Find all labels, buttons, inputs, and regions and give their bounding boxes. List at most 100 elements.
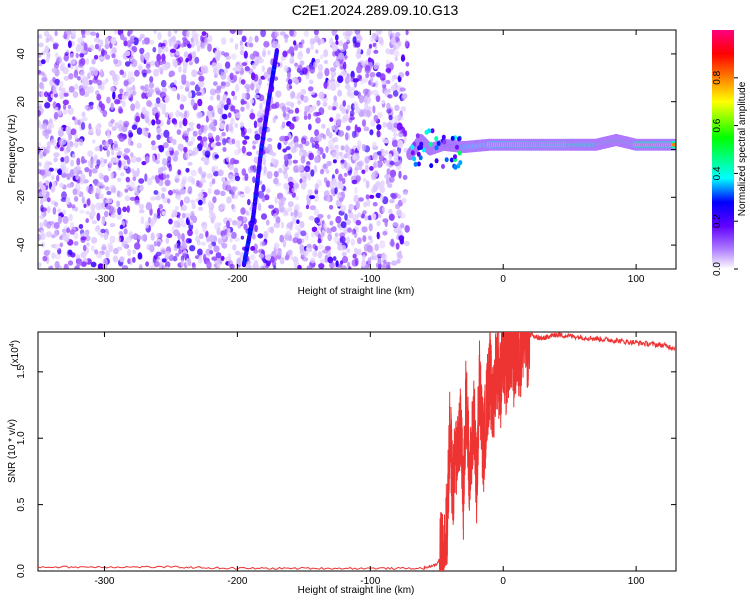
noise-speckle (130, 155, 137, 163)
noise-speckle (298, 44, 304, 49)
noise-speckle (168, 218, 173, 225)
noise-speckle (93, 54, 99, 60)
x-tick-label: -100 (360, 274, 380, 285)
noise-speckle (270, 226, 275, 234)
noise-speckle (147, 216, 152, 224)
noise-speckle (165, 150, 171, 158)
noise-speckle (39, 151, 43, 160)
noise-speckle (369, 72, 376, 78)
noise-speckle (172, 209, 178, 218)
noise-speckle (84, 235, 91, 242)
noise-speckle (293, 209, 298, 218)
noise-speckle (182, 118, 188, 127)
noise-speckle (187, 186, 192, 192)
noise-speckle (204, 37, 209, 46)
noise-speckle (44, 129, 51, 134)
noise-speckle (67, 104, 71, 109)
noise-speckle (288, 109, 294, 114)
noise-speckle (211, 178, 216, 185)
noise-speckle (141, 39, 146, 45)
noise-speckle (104, 186, 110, 191)
noise-speckle (378, 154, 385, 162)
noise-speckle (290, 211, 294, 217)
noise-speckle (226, 156, 230, 163)
noise-speckle (320, 232, 325, 237)
noise-speckle (338, 197, 344, 203)
noise-speckle (40, 212, 44, 218)
noise-speckle (376, 151, 383, 156)
snr-y-axis-label: SNR (10 * v/v) (7, 419, 18, 483)
noise-speckle (190, 98, 195, 107)
noise-speckle (260, 30, 266, 38)
noise-speckle (143, 37, 151, 45)
noise-speckle (333, 235, 340, 244)
noise-speckle (231, 90, 236, 97)
noise-speckle (214, 222, 221, 231)
noise-speckle (380, 180, 385, 188)
noise-speckle (189, 245, 196, 252)
noise-speckle (174, 60, 178, 69)
noise-speckle (90, 245, 95, 252)
noise-speckle (334, 187, 338, 195)
noise-speckle (198, 206, 204, 211)
noise-speckle (208, 202, 213, 209)
noise-speckle (301, 67, 308, 75)
noise-speckle (397, 139, 404, 149)
noise-speckle (298, 50, 303, 57)
noise-speckle (227, 138, 232, 145)
noise-speckle (172, 119, 178, 125)
noise-speckle (213, 170, 219, 177)
noise-speckle (381, 99, 385, 105)
noise-speckle (318, 70, 323, 77)
noise-speckle (395, 203, 401, 210)
noise-speckle (372, 152, 378, 161)
noise-speckle (320, 38, 325, 45)
noise-speckle (265, 188, 271, 194)
noise-speckle (241, 92, 247, 100)
noise-speckle (234, 175, 241, 182)
noise-speckle (294, 107, 300, 114)
noise-speckle (235, 83, 240, 93)
noise-speckle (167, 198, 171, 204)
noise-speckle (200, 241, 206, 246)
noise-speckle (114, 99, 121, 105)
noise-speckle (216, 52, 221, 60)
ridge-spot (450, 135, 455, 141)
noise-speckle (262, 98, 268, 105)
noise-speckle (180, 221, 187, 228)
noise-speckle (88, 79, 93, 85)
noise-speckle (227, 180, 231, 186)
noise-speckle (283, 154, 289, 161)
noise-speckle (365, 109, 372, 118)
noise-speckle (253, 249, 258, 254)
noise-speckle (176, 194, 181, 201)
noise-speckle (199, 139, 204, 148)
noise-speckle (368, 80, 372, 86)
noise-speckle (343, 153, 349, 159)
noise-speckle (54, 244, 61, 250)
noise-speckle (394, 56, 398, 62)
noise-speckle (205, 230, 209, 238)
noise-speckle (266, 171, 273, 179)
y-tick-label: 1.0 (16, 431, 27, 445)
noise-speckle (69, 58, 76, 65)
noise-speckle (197, 199, 203, 206)
noise-speckle (257, 117, 263, 123)
noise-speckle (337, 89, 343, 97)
noise-speckle (310, 257, 316, 264)
noise-speckle (300, 155, 306, 164)
noise-speckle (397, 40, 402, 47)
ridge-spot (453, 164, 458, 170)
noise-speckle (197, 192, 204, 199)
noise-speckle (93, 68, 99, 77)
noise-speckle (234, 237, 240, 242)
noise-speckle (227, 112, 232, 118)
noise-speckle (307, 189, 313, 196)
noise-speckle (191, 69, 198, 78)
noise-speckle (80, 251, 87, 258)
noise-speckle (345, 125, 351, 131)
noise-speckle (246, 86, 250, 93)
noise-speckle (137, 252, 143, 260)
noise-speckle (197, 98, 203, 107)
noise-speckle (307, 123, 312, 131)
